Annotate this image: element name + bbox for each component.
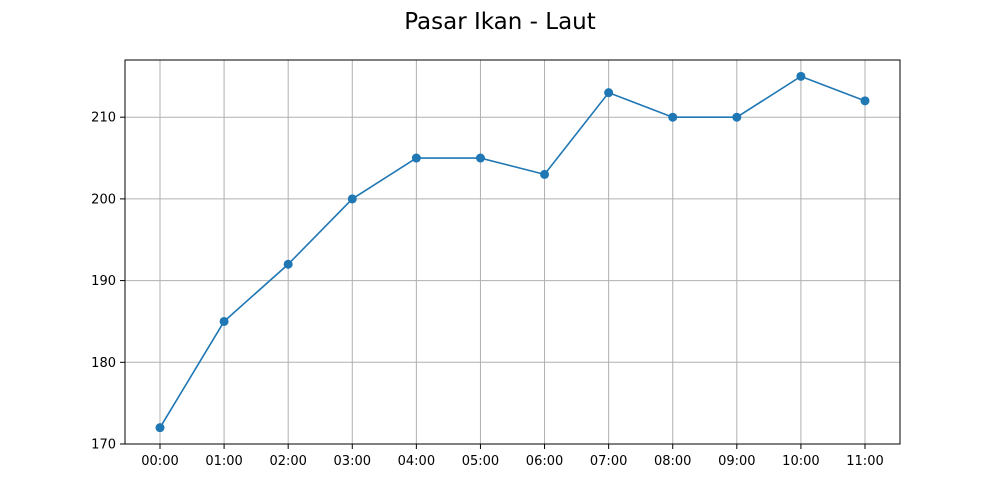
data-point [411, 153, 421, 163]
y-tick-label: 180 [91, 356, 116, 371]
plot-area-frame [124, 59, 901, 445]
x-tick-label: 03:00 [334, 454, 371, 469]
data-point [732, 112, 742, 122]
series-line [159, 75, 866, 429]
data-point [668, 112, 678, 122]
x-tick-label: 07:00 [590, 454, 627, 469]
data-point [475, 153, 485, 163]
data-point [604, 88, 614, 98]
grid-lines [125, 60, 900, 445]
data-point [347, 194, 357, 204]
x-tick-label: 02:00 [269, 454, 306, 469]
data-point [860, 96, 870, 106]
data-point [796, 71, 806, 81]
data-point [219, 316, 229, 326]
x-tick-label: 00:00 [141, 454, 178, 469]
data-series [155, 71, 870, 433]
x-tick-label: 05:00 [462, 454, 499, 469]
y-tick-label: 200 [91, 192, 116, 207]
x-tick-label: 04:00 [398, 454, 435, 469]
x-tick-label: 06:00 [526, 454, 563, 469]
data-point [283, 259, 293, 269]
axis-ticks: 00:00 01:00 02:00 03:00 04:00 05:00 06:00 07:00… [91, 111, 884, 469]
x-tick-label: 10:00 [782, 454, 819, 469]
y-tick-label: 170 [91, 438, 116, 453]
chart-title: Pasar Ikan - Laut [404, 9, 596, 35]
data-point [540, 169, 550, 179]
x-tick-label: 09:00 [718, 454, 755, 469]
x-tick-label: 11:00 [846, 454, 883, 469]
data-point [155, 423, 165, 433]
y-tick-label: 190 [91, 274, 116, 289]
x-tick-label: 01:00 [205, 454, 242, 469]
y-tick-label: 210 [91, 111, 116, 126]
x-tick-label: 08:00 [654, 454, 691, 469]
